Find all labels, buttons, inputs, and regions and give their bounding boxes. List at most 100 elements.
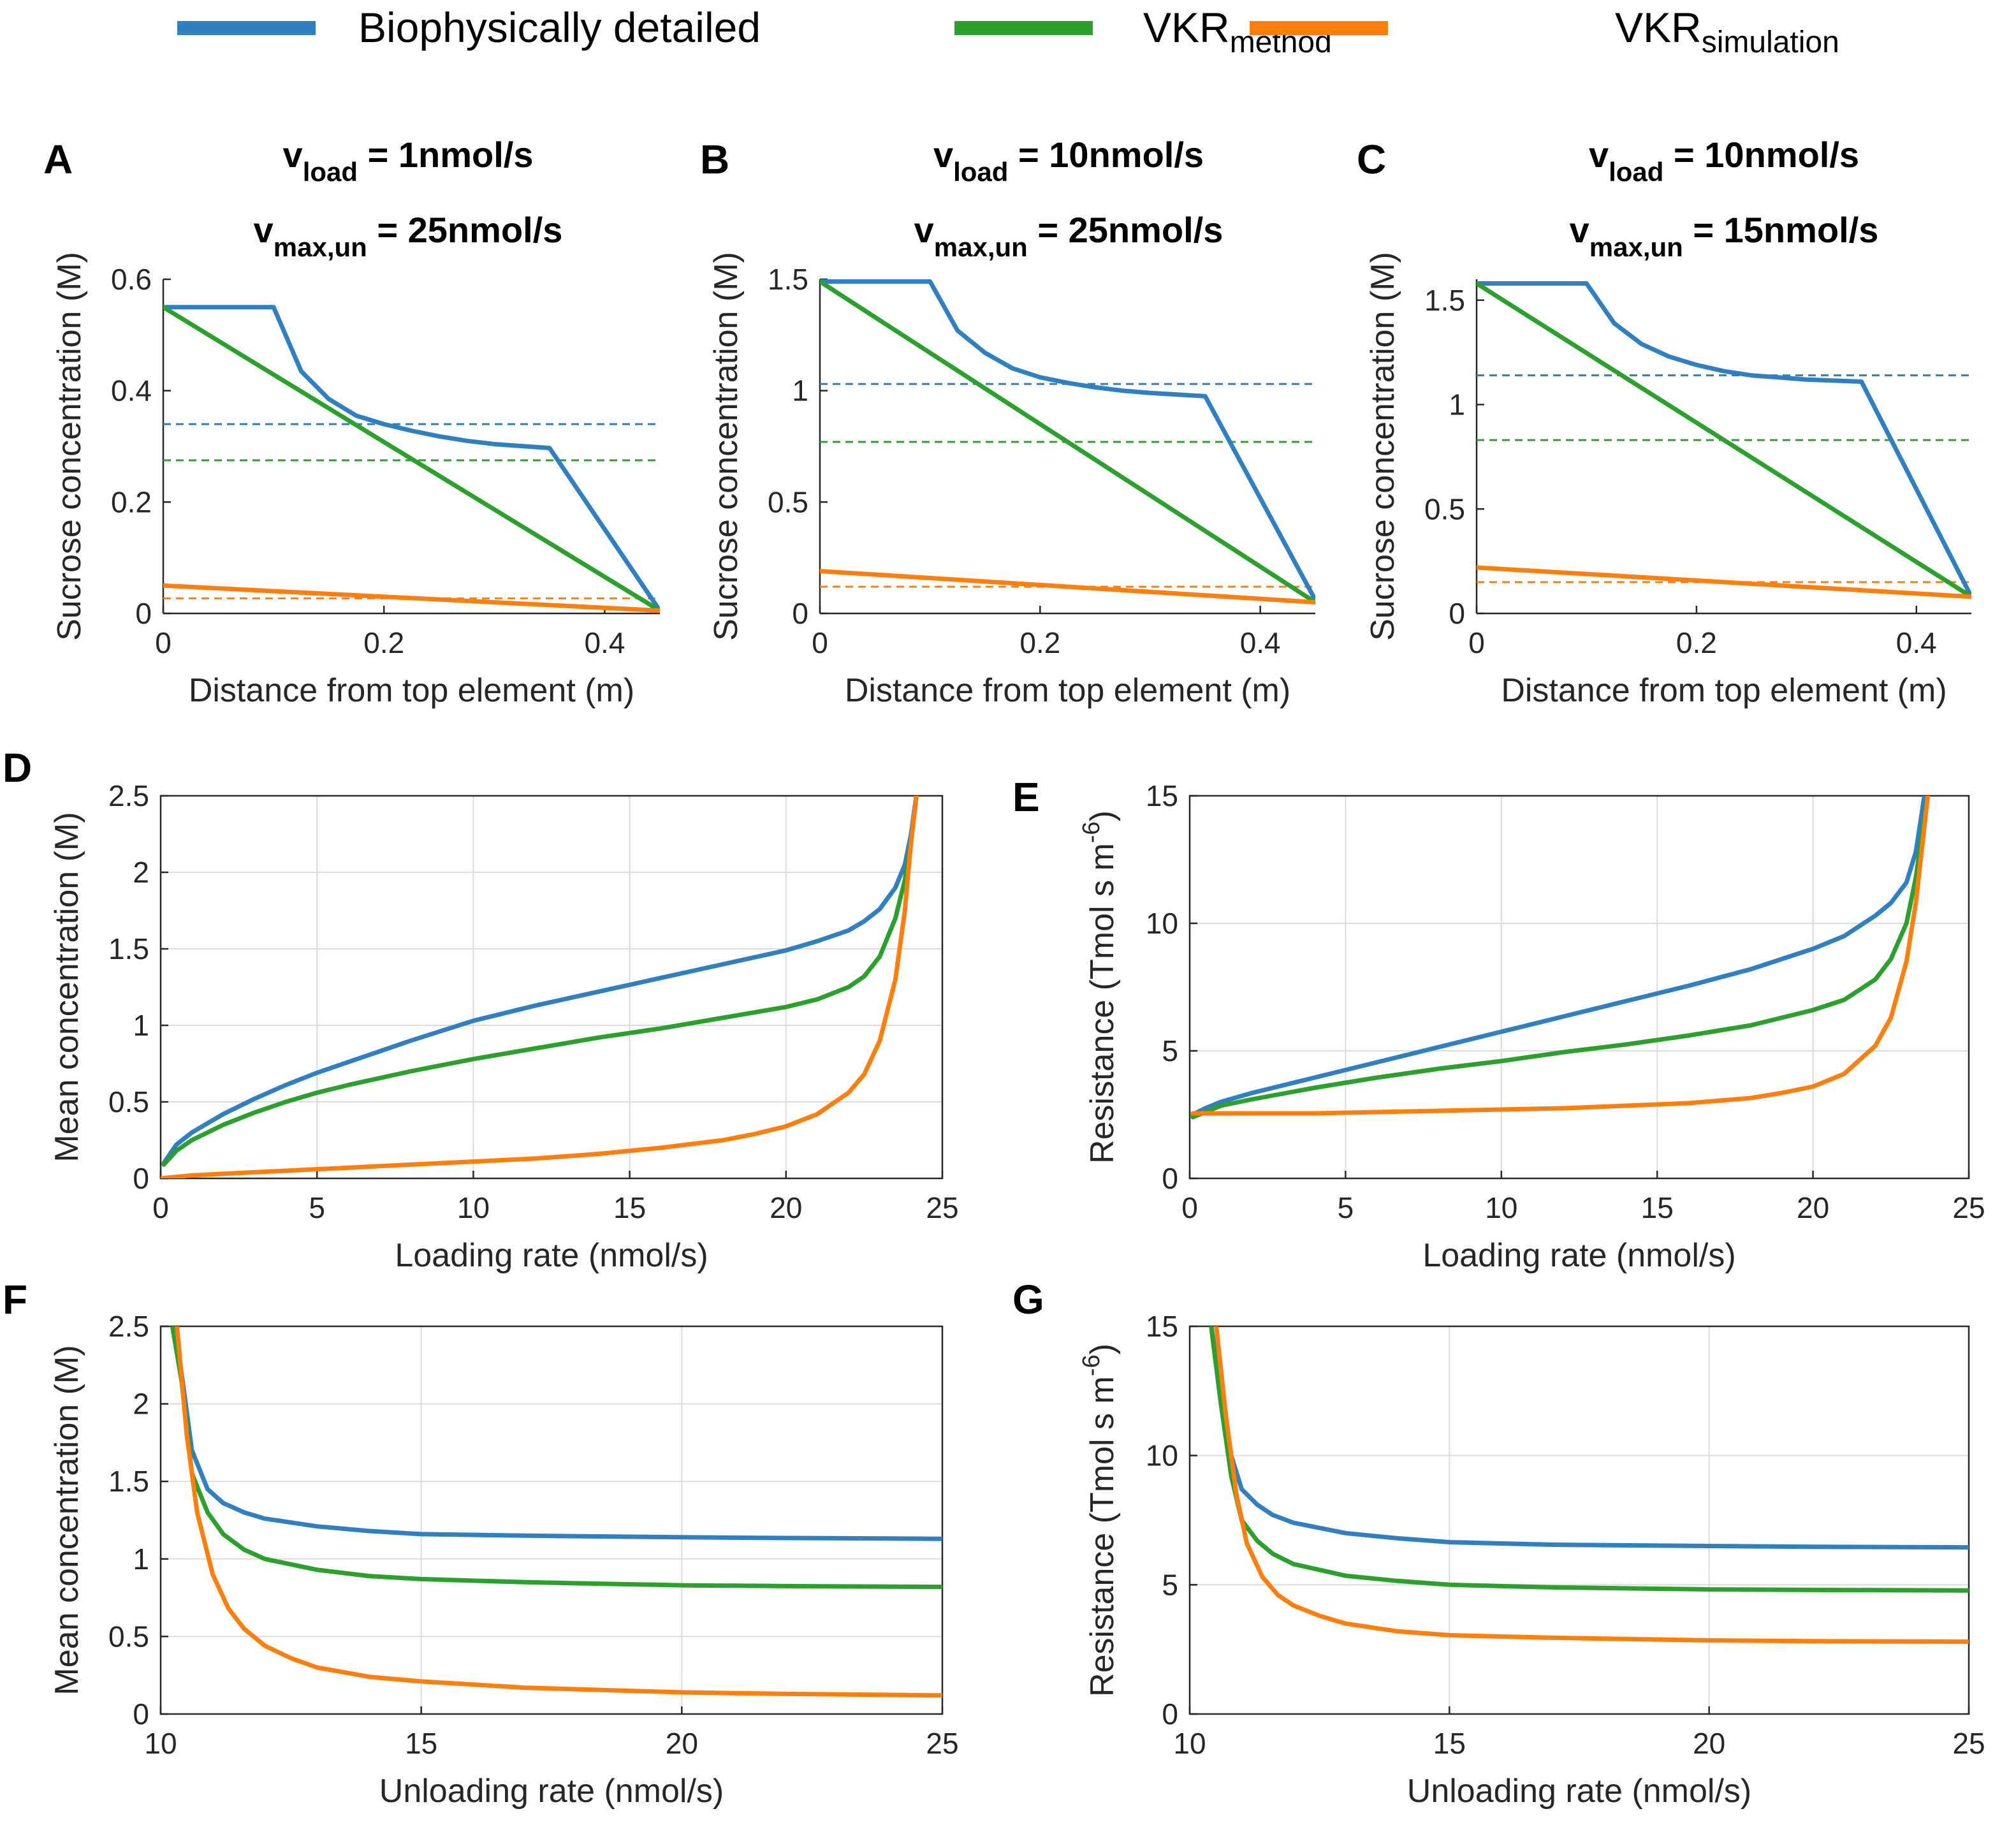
x-tick-label: 10 xyxy=(144,1727,177,1760)
y-axis-label-main: Sucrose concentration (M) xyxy=(1364,252,1401,641)
y-axis-label-main: Resistance (Tmol s m xyxy=(1084,1376,1121,1697)
x-axis-label: Distance from top element (m) xyxy=(1501,672,1947,709)
x-tick-label: 15 xyxy=(1641,1191,1674,1224)
legend-label-main: VKR xyxy=(1615,4,1702,51)
series-vkr_simulation xyxy=(820,569,1315,604)
panels: 0 0.2 0.4 0 0.2 0.4 0.6 Distance from top eleme… xyxy=(3,135,1985,1810)
y-tick-label: 0 xyxy=(133,1162,149,1195)
title-var: v xyxy=(914,210,934,250)
y-tick-label: 1.5 xyxy=(768,263,808,296)
series-biophysical xyxy=(163,305,660,613)
x-tick-label: 0 xyxy=(155,626,172,659)
y-axis-label-sup: -6 xyxy=(1078,821,1105,843)
x-axis-label: Distance from top element (m) xyxy=(845,672,1290,709)
y-tick-label: 0 xyxy=(1162,1697,1178,1731)
panel-title-line: vload = 10nmol/s xyxy=(933,135,1204,187)
y-axis-label-main: Resistance (Tmol s m xyxy=(1084,843,1121,1164)
grid xyxy=(161,796,942,1178)
title-sub: max,un xyxy=(934,232,1028,262)
x-tick-label: 0.2 xyxy=(363,626,404,659)
y-tick-label: 1 xyxy=(1449,388,1465,421)
y-tick-label: 2.5 xyxy=(108,1310,149,1343)
y-tick-label: 0.2 xyxy=(111,485,152,518)
y-tick-label: 0 xyxy=(1449,597,1465,630)
axes-box xyxy=(1188,1325,1970,1715)
x-tick-label: 0.2 xyxy=(1676,626,1717,659)
y-tick-label: 0 xyxy=(135,597,152,630)
plot-area xyxy=(1190,796,1931,1120)
y-tick-label: 1 xyxy=(792,374,808,407)
panel-label: E xyxy=(1012,774,1040,820)
series-biophysical xyxy=(820,279,1315,603)
x-tick-label: 0.4 xyxy=(1896,626,1937,659)
y-tick-label: 15 xyxy=(1146,779,1178,812)
y-axis-label: Mean concentration (M) xyxy=(48,1345,85,1695)
y-tick-label: 1 xyxy=(133,1009,149,1042)
x-tick-label: 0.4 xyxy=(584,626,625,659)
y-tick-label: 5 xyxy=(1162,1034,1178,1067)
y-tick-label: 1.5 xyxy=(108,1465,149,1498)
x-tick-label: 20 xyxy=(1693,1727,1725,1760)
series-vkr_method xyxy=(1190,796,1930,1120)
y-axis-label-end: ) xyxy=(1084,1344,1121,1354)
panel-label: D xyxy=(3,745,32,791)
panel-D: 0 5 10 15 20 25 0 0.5 1 1.5 2 2.5 Loading rate (nmol… xyxy=(3,745,959,1274)
series-biophysical xyxy=(1477,281,1971,599)
panel-A: 0 0.2 0.4 0 0.2 0.4 0.6 Distance from top eleme… xyxy=(43,135,660,709)
x-tick-label: 10 xyxy=(1485,1191,1517,1224)
y-axis-label-main: Sucrose concentration (M) xyxy=(708,252,745,641)
y-axis-label-main: Mean concentration (M) xyxy=(48,812,85,1162)
title-value: = 15nmol/s xyxy=(1683,210,1879,250)
x-tick-label: 0 xyxy=(1181,1191,1198,1224)
series-vkr_simulation xyxy=(1214,1326,1969,1644)
panel-label: C xyxy=(1357,136,1386,182)
x-tick-label: 15 xyxy=(1433,1727,1466,1760)
panel-title-line: vmax,un = 15nmol/s xyxy=(1570,210,1879,262)
y-tick-label: 1.5 xyxy=(1424,284,1465,317)
y-axis-label: Sucrose concentration (M) xyxy=(51,252,88,641)
y-axis-label-main: Mean concentration (M) xyxy=(48,1345,85,1695)
plot-area xyxy=(1477,281,1971,599)
series-vkr_method xyxy=(820,279,1315,604)
legend-label-main: Biophysically detailed xyxy=(358,4,761,51)
x-tick-label: 0 xyxy=(1468,626,1485,659)
plot-area xyxy=(170,1326,942,1698)
x-axis-label: Distance from top element (m) xyxy=(189,672,634,709)
y-tick-label: 10 xyxy=(1146,1439,1178,1472)
legend: Biophysically detailed VKRmethod VKRsimula… xyxy=(177,4,1839,59)
x-tick-label: 15 xyxy=(613,1191,646,1224)
y-tick-label: 1.5 xyxy=(108,932,149,965)
x-tick-label: 0 xyxy=(152,1191,169,1224)
title-value: = 25nmol/s xyxy=(367,210,563,250)
x-tick-label: 10 xyxy=(1173,1727,1206,1760)
x-tick-label: 20 xyxy=(770,1191,802,1224)
x-tick-label: 25 xyxy=(926,1191,958,1224)
y-tick-label: 0.6 xyxy=(111,263,152,296)
y-tick-label: 0.5 xyxy=(768,485,808,518)
title-value: = 10nmol/s xyxy=(1663,135,1859,175)
x-axis-label: Unloading rate (nmol/s) xyxy=(379,1773,724,1810)
y-tick-label: 1 xyxy=(133,1542,149,1576)
x-tick-label: 0 xyxy=(812,626,828,659)
title-value: = 10nmol/s xyxy=(1008,135,1204,175)
series-vkr_method xyxy=(1477,281,1971,599)
x-axis-label: Loading rate (nmol/s) xyxy=(1422,1237,1735,1274)
x-tick-label: 0.2 xyxy=(1019,626,1060,659)
title-sub: max,un xyxy=(1589,232,1683,262)
axes-box xyxy=(1188,795,1970,1180)
x-tick-label: 20 xyxy=(666,1727,698,1760)
panel-label: B xyxy=(700,136,729,182)
y-axis-label: Mean concentration (M) xyxy=(48,812,85,1162)
legend-item-biophysical: Biophysically detailed xyxy=(177,4,761,51)
x-tick-label: 25 xyxy=(1952,1727,1985,1760)
series-vkr_method xyxy=(161,796,919,1167)
panel-C: 0 0.2 0.4 0 0.5 1 1.5 Distance from top element… xyxy=(1357,135,1971,709)
y-tick-label: 2.5 xyxy=(108,779,149,812)
y-tick-label: 0 xyxy=(133,1697,149,1731)
x-tick-label: 0.4 xyxy=(1240,626,1281,659)
panel-label: A xyxy=(43,136,73,182)
title-value: = 25nmol/s xyxy=(1028,210,1223,250)
y-tick-label: 2 xyxy=(133,856,149,889)
y-axis-label: Sucrose concentration (M) xyxy=(708,252,745,641)
